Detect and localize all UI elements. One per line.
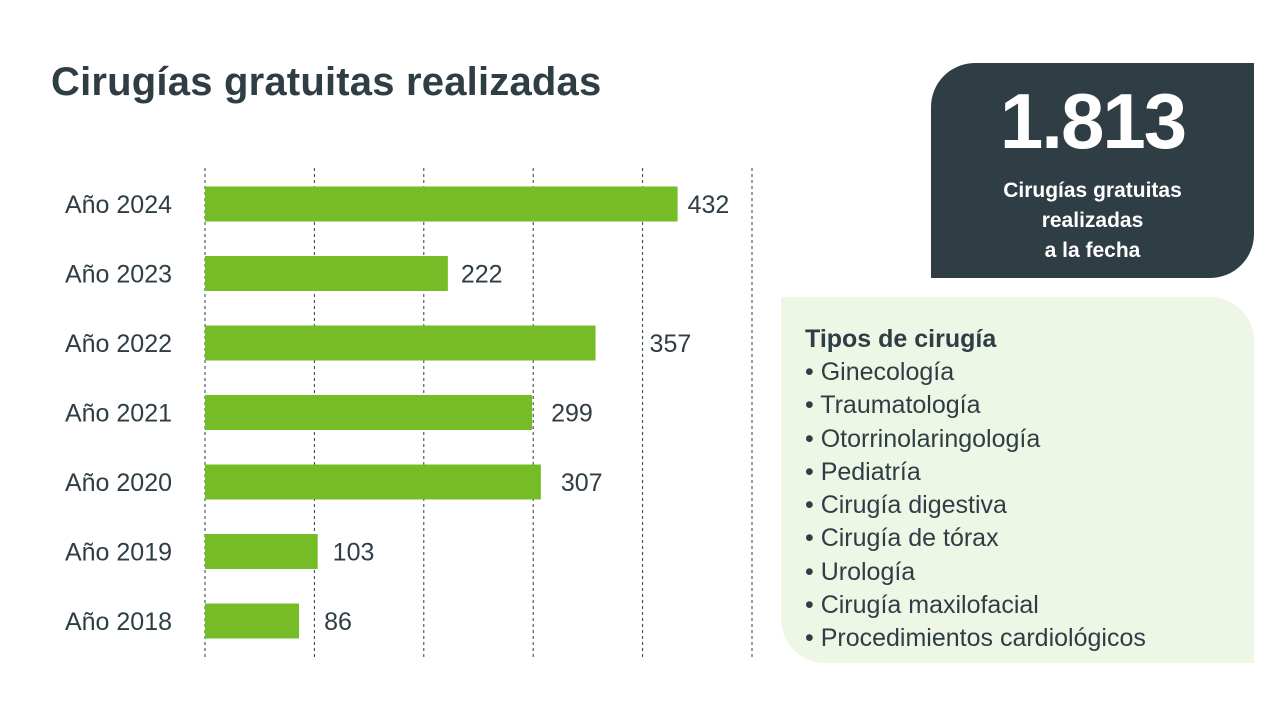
category-label: Año 2021 <box>65 400 172 428</box>
page-title: Cirugías gratuitas realizadas <box>51 60 602 104</box>
bar <box>205 186 678 222</box>
bar <box>205 603 300 639</box>
value-label: 299 <box>551 400 593 428</box>
total-caption-line: realizadas <box>1041 209 1144 232</box>
bar <box>205 395 533 430</box>
surgery-types-card: Tipos de cirugía Ginecología Traumatolog… <box>781 297 1254 663</box>
bar <box>205 534 318 569</box>
value-label: 103 <box>333 539 375 567</box>
surgery-type-item: Cirugía maxilofacial <box>805 589 1146 622</box>
total-caption: Cirugías gratuitas realizadas a la fecha <box>931 176 1254 266</box>
surgery-types-title: Tipos de cirugía <box>805 325 997 353</box>
category-label: Año 2020 <box>65 469 172 497</box>
value-label: 307 <box>561 469 603 497</box>
surgery-type-item: Ginecología <box>805 356 1146 389</box>
value-label: 86 <box>324 608 352 636</box>
bar-chart: Año 2024 432 Año 2023 222 Año 2022 357 Año 202… <box>65 168 753 660</box>
category-label: Año 2018 <box>65 608 172 636</box>
bar <box>205 256 448 291</box>
total-caption-line: Cirugías gratuitas <box>1003 179 1182 202</box>
bar <box>205 325 596 361</box>
surgery-type-item: Urología <box>805 556 1146 589</box>
category-label: Año 2024 <box>65 191 172 219</box>
surgery-type-item: Cirugía digestiva <box>805 489 1146 522</box>
surgery-types-list: Ginecología Traumatología Otorrinolaring… <box>805 356 1146 656</box>
surgery-type-item: Procedimientos cardiológicos <box>805 622 1146 655</box>
bar <box>205 464 541 500</box>
surgery-type-item: Otorrinolaringología <box>805 423 1146 456</box>
total-card: 1.813 Cirugías gratuitas realizadas a la… <box>931 63 1254 278</box>
category-label: Año 2019 <box>65 539 172 567</box>
surgery-type-item: Traumatología <box>805 389 1146 422</box>
value-label: 222 <box>461 261 503 289</box>
total-caption-line: a la fecha <box>1044 239 1141 262</box>
category-label: Año 2023 <box>65 261 172 289</box>
value-label: 432 <box>688 191 730 219</box>
category-label: Año 2022 <box>65 330 172 358</box>
surgery-type-item: Cirugía de tórax <box>805 522 1146 555</box>
surgery-type-item: Pediatría <box>805 456 1146 489</box>
total-number: 1.813 <box>999 77 1187 165</box>
value-label: 357 <box>650 330 692 358</box>
